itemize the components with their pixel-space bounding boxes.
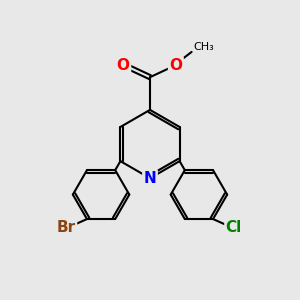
Text: O: O: [169, 58, 182, 73]
Text: CH₃: CH₃: [193, 43, 214, 52]
Text: O: O: [117, 58, 130, 73]
Text: Cl: Cl: [226, 220, 242, 235]
Text: N: N: [144, 171, 156, 186]
Text: Br: Br: [57, 220, 76, 235]
